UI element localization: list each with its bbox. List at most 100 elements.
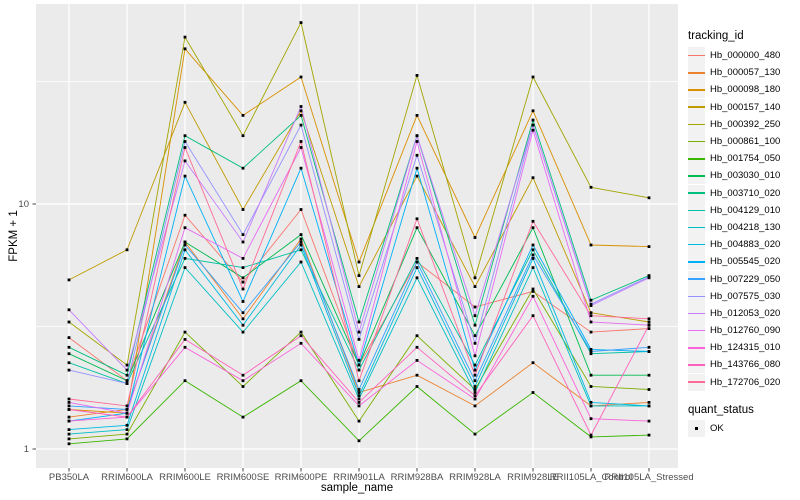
data-point <box>183 134 187 138</box>
legend-item: Hb_172706_020 <box>688 373 800 391</box>
data-point <box>357 379 361 383</box>
line-swatch-icon <box>688 106 705 108</box>
data-point <box>299 21 303 24</box>
data-point <box>357 397 361 401</box>
line-key-swatch <box>688 98 705 116</box>
line-swatch-icon <box>688 261 705 263</box>
data-point <box>531 294 535 298</box>
legend-item: Hb_004883_020 <box>688 236 800 254</box>
data-point <box>589 243 593 247</box>
data-point <box>125 363 129 367</box>
data-point <box>473 323 477 327</box>
data-point <box>531 248 535 252</box>
data-point <box>299 123 303 127</box>
data-point <box>67 419 71 423</box>
data-point <box>241 114 245 117</box>
data-point <box>299 240 303 244</box>
data-point <box>647 350 651 353</box>
data-point <box>183 330 187 334</box>
x-tick-label: RRIM600LA <box>101 472 153 483</box>
data-point <box>589 385 593 388</box>
line-key-swatch <box>688 373 705 391</box>
data-point <box>357 419 361 423</box>
data-point <box>67 401 71 404</box>
data-point <box>299 237 303 241</box>
data-point <box>357 394 361 398</box>
data-point <box>589 404 593 408</box>
data-point <box>473 276 477 280</box>
data-point <box>589 373 593 377</box>
x-tick-label: RRII105LA_Control <box>549 472 633 483</box>
data-point <box>67 308 71 312</box>
x-tick-label: RRIM928BA <box>390 472 444 483</box>
data-point <box>531 109 535 113</box>
data-point <box>531 257 535 260</box>
line-swatch-icon <box>688 158 705 160</box>
data-point <box>357 330 361 334</box>
data-point <box>357 260 361 264</box>
data-point <box>415 373 419 377</box>
data-point <box>357 401 361 404</box>
data-point <box>67 368 71 372</box>
data-point <box>241 330 245 334</box>
data-point <box>299 105 303 108</box>
data-point <box>183 174 187 178</box>
legend-item: Hb_000000_480 <box>688 47 800 65</box>
data-point <box>647 276 651 280</box>
data-point <box>647 373 651 377</box>
legend-label: Hb_000057_130 <box>710 67 781 79</box>
legend-label: Hb_000157_140 <box>710 101 781 113</box>
data-point <box>415 114 419 117</box>
data-point <box>183 379 187 383</box>
legend-label: Hb_172706_020 <box>710 376 781 388</box>
x-tick-label: RRII105LA_Stressed <box>604 472 694 483</box>
data-point <box>125 437 129 441</box>
line-swatch-icon <box>688 243 705 246</box>
line-swatch-icon <box>688 381 705 383</box>
legend-label: Hb_000000_480 <box>710 50 781 62</box>
legend-label: Hb_004883_020 <box>710 239 781 251</box>
data-point <box>241 287 245 291</box>
line-swatch-icon <box>688 364 705 366</box>
line-swatch-icon <box>688 347 705 349</box>
data-point <box>357 285 361 288</box>
data-point <box>589 311 593 315</box>
data-point <box>241 415 245 419</box>
data-point <box>473 404 477 408</box>
data-point <box>125 423 129 427</box>
data-point <box>647 196 651 200</box>
legend-label: Hb_124315_010 <box>710 342 781 354</box>
data-point <box>647 433 651 437</box>
square-point-icon <box>694 426 699 431</box>
legend-item: Hb_000098_180 <box>688 81 800 99</box>
data-point <box>67 345 71 349</box>
data-point <box>589 433 593 437</box>
data-point <box>67 278 71 282</box>
data-points <box>67 21 651 446</box>
legend-label: Hb_003030_010 <box>710 170 781 182</box>
data-point <box>589 320 593 324</box>
data-point <box>67 408 71 411</box>
data-point <box>415 359 419 362</box>
data-point <box>183 47 187 51</box>
data-point <box>415 174 419 178</box>
legend-item: Hb_004129_010 <box>688 201 800 219</box>
data-point <box>589 302 593 306</box>
data-point <box>473 368 477 372</box>
line-swatch-icon <box>688 175 705 177</box>
data-point <box>125 373 129 377</box>
data-point <box>241 276 245 280</box>
data-point <box>125 379 129 383</box>
legend-label: Hb_000861_100 <box>710 136 781 148</box>
data-point <box>415 334 419 338</box>
data-point <box>299 334 303 338</box>
data-point <box>531 391 535 394</box>
data-point <box>589 435 593 439</box>
data-point <box>241 233 245 236</box>
data-point <box>183 338 187 341</box>
data-point <box>531 314 535 318</box>
legend-item: Hb_000861_100 <box>688 133 800 151</box>
data-point <box>647 345 651 349</box>
x-tick-label: RRIM928LE <box>507 472 559 483</box>
